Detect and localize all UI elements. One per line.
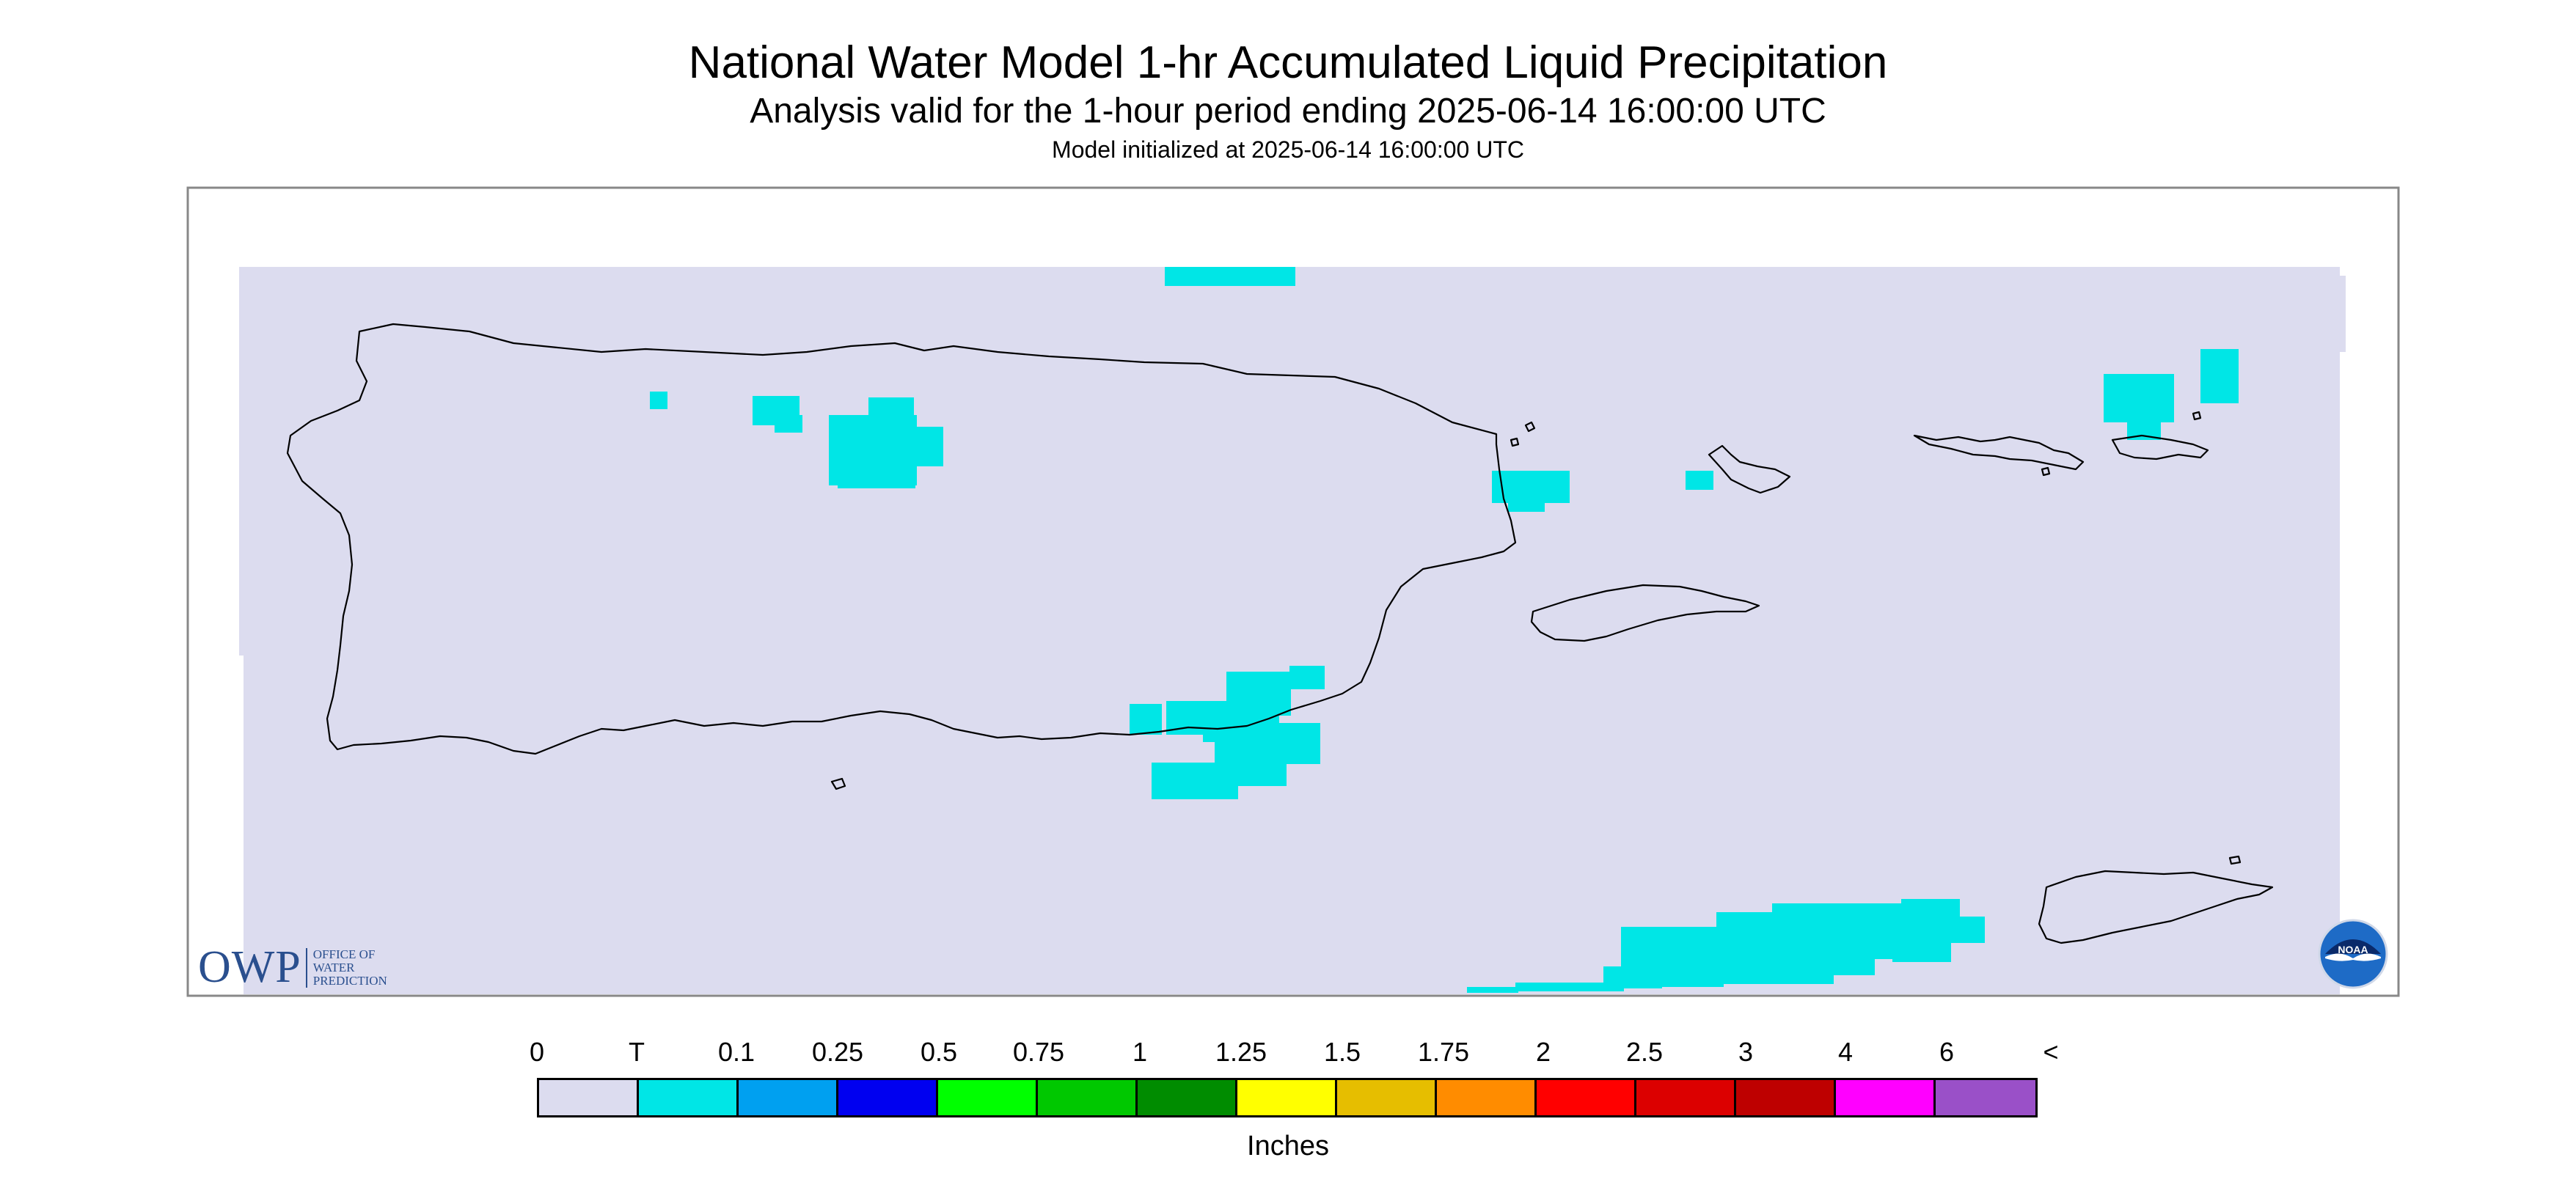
noaa-logo: NOAA — [2318, 919, 2388, 989]
legend-label: 1 — [1132, 1037, 1148, 1067]
legend-label: 0.25 — [811, 1037, 864, 1067]
small-island-coastline — [1510, 437, 1520, 447]
legend-color-cell — [1736, 1080, 1836, 1115]
legend-color-cell — [1836, 1080, 1936, 1115]
culebra-coastline — [1708, 444, 1791, 494]
model-init-text: Model initialized at 2025-06-14 16:00:00… — [1052, 136, 1524, 163]
st-croix-coastline — [2038, 870, 2274, 944]
legend-color-cell — [639, 1080, 739, 1115]
small-island-coastline — [2228, 855, 2242, 865]
legend-color-cell — [1636, 1080, 1736, 1115]
owp-logo-line: WATER — [312, 960, 355, 974]
legend-label: 3 — [1738, 1037, 1754, 1067]
chart-title: National Water Model 1-hr Accumulated Li… — [688, 37, 1888, 88]
small-island-coastline — [1524, 421, 1536, 433]
legend-label: 2.5 — [1625, 1037, 1664, 1067]
small-island-coastline — [2041, 466, 2051, 477]
legend-color-cell — [1138, 1080, 1237, 1115]
chart-subtitle: Analysis valid for the 1-hour period end… — [750, 92, 1826, 131]
legend-units-label: Inches — [1247, 1131, 1329, 1161]
legend-label: 0.5 — [920, 1037, 958, 1067]
legend-color-cell — [1237, 1080, 1337, 1115]
legend-label: 6 — [1939, 1037, 1955, 1067]
small-island-coastline — [2192, 411, 2202, 421]
owp-logo-line: PREDICTION — [312, 973, 387, 988]
legend-color-cell — [938, 1080, 1038, 1115]
coastlines — [286, 323, 2274, 944]
legend-label: 0.1 — [717, 1037, 755, 1067]
legend-label: 2 — [1535, 1037, 1551, 1067]
legend-color-cell — [739, 1080, 838, 1115]
legend-label: 0.75 — [1012, 1037, 1065, 1067]
legend-color-cell — [1038, 1080, 1138, 1115]
noaa-logo-text: NOAA — [2338, 944, 2368, 955]
legend-color-cell — [1337, 1080, 1437, 1115]
legend-label: 1.25 — [1215, 1037, 1267, 1067]
legend-label: T — [629, 1037, 645, 1067]
legend-color-cell — [539, 1080, 639, 1115]
vieques-coastline — [1530, 584, 1760, 642]
precip-trace-cells — [650, 267, 2239, 993]
legend-label: < — [2043, 1037, 2059, 1067]
owp-logo-text: OFFICE OF WATER PREDICTION — [312, 947, 387, 988]
st-thomas-coastline — [1913, 434, 2085, 471]
legend-colorbar — [537, 1078, 2038, 1117]
desecheo-coastline — [830, 777, 846, 790]
legend-color-cell — [838, 1080, 938, 1115]
st-john-coastline — [2111, 434, 2209, 460]
owp-logo-divider — [305, 947, 307, 988]
legend-label: 0 — [529, 1037, 545, 1067]
owp-logo-line: OFFICE OF — [312, 947, 376, 961]
legend-label: 1.75 — [1417, 1037, 1470, 1067]
legend-color-cell — [1437, 1080, 1537, 1115]
owp-logo: OWP OFFICE OF WATER PREDICTION — [198, 941, 387, 994]
legend-color-cell — [1936, 1080, 2035, 1115]
legend-label: 4 — [1837, 1037, 1854, 1067]
legend-color-cell — [1537, 1080, 1636, 1115]
owp-logo-mark: OWP — [198, 942, 301, 992]
puerto-rico-coastline — [286, 323, 1517, 755]
legend-label: 1.5 — [1323, 1037, 1361, 1067]
